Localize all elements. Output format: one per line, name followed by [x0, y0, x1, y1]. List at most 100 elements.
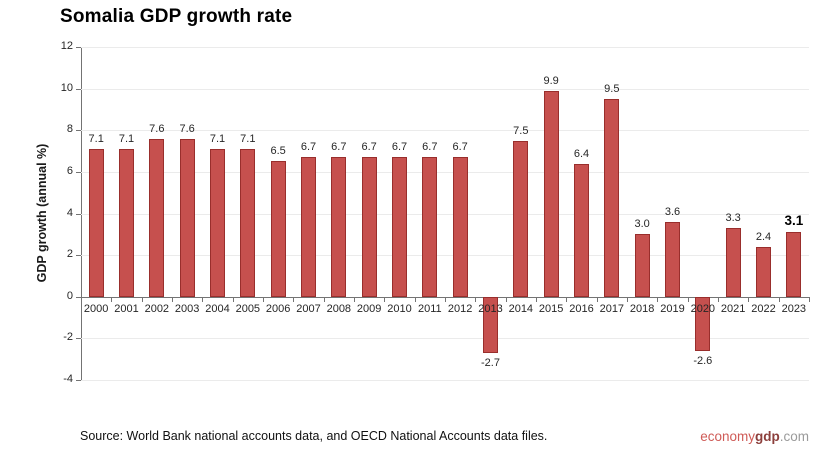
- y-tick-label-2: 2: [66, 248, 73, 261]
- bar-2015: [543, 90, 559, 297]
- x-tick-label-2014: 2014: [508, 302, 534, 315]
- x-tick-label-2019: 2019: [660, 302, 685, 315]
- bar-2000: [88, 148, 104, 297]
- watermark-economy-text: economy: [700, 429, 755, 444]
- bar-value-label-2015: 9.9: [543, 74, 559, 87]
- y-tick-label-10: 10: [60, 81, 73, 94]
- x-boundary-tick-0: [81, 296, 82, 302]
- bar-value-label-2023: 3.1: [784, 213, 804, 229]
- bar-value-label-2014: 7.5: [513, 124, 529, 137]
- bar-value-label-2016: 6.4: [573, 147, 590, 160]
- bar-value-label-2004: 7.1: [209, 132, 226, 145]
- x-boundary-tick-23: [778, 296, 780, 302]
- y-tick-mark-12: [76, 47, 81, 48]
- bar-value-label-2002: 7.6: [149, 122, 165, 135]
- y-tick-mark-8: [76, 130, 81, 132]
- x-tick-label-2013: 2013: [478, 302, 503, 315]
- x-boundary-tick-3: [172, 296, 173, 302]
- bar-2007: [301, 157, 316, 297]
- chart-title: Somalia GDP growth rate: [60, 6, 293, 27]
- bar-2018: [634, 234, 650, 297]
- watermark-link[interactable]: economygdp.com: [700, 429, 809, 444]
- gridline-6: [81, 171, 809, 173]
- x-tick-label-2020: 2020: [690, 302, 716, 315]
- bar-2016: [574, 163, 589, 297]
- bar-2004: [210, 148, 225, 297]
- bar-2021: [725, 228, 741, 297]
- x-tick-label-2004: 2004: [205, 302, 230, 315]
- y-tick-label-4: 4: [66, 206, 73, 219]
- bar-2001: [119, 148, 134, 297]
- x-boundary-tick-6: [263, 296, 264, 302]
- x-tick-label-2009: 2009: [356, 302, 382, 315]
- bar-value-label-2013: -2.7: [481, 356, 500, 369]
- gridline-2: [81, 255, 809, 257]
- bar-value-label-2010: 6.7: [391, 141, 408, 154]
- x-tick-label-2011: 2011: [418, 302, 442, 315]
- y-tick-mark-2: [76, 255, 81, 257]
- x-boundary-tick-11: [414, 296, 416, 302]
- bar-value-label-2008: 6.7: [331, 141, 347, 154]
- x-tick-label-2006: 2006: [265, 302, 291, 315]
- bar-value-label-2007: 6.7: [300, 141, 317, 154]
- x-boundary-tick-5: [232, 296, 234, 302]
- x-boundary-tick-9: [354, 296, 355, 302]
- x-tick-label-2001: 2001: [114, 302, 139, 315]
- bar-value-label-2017: 9.5: [604, 83, 620, 96]
- y-tick-label--2: -2: [63, 331, 73, 344]
- gridline-12: [81, 47, 809, 48]
- bar-2010: [392, 157, 407, 297]
- bar-value-label-2001: 7.1: [118, 132, 135, 145]
- bar-value-label-2018: 3.0: [634, 218, 650, 231]
- x-boundary-tick-8: [323, 296, 325, 302]
- x-tick-label-2010: 2010: [387, 302, 412, 315]
- bar-2017: [604, 99, 620, 297]
- x-boundary-tick-24: [809, 296, 810, 302]
- bar-value-label-2009: 6.7: [361, 141, 377, 154]
- x-boundary-tick-13: [475, 296, 477, 302]
- bar-2020: [695, 296, 711, 351]
- x-tick-label-2016: 2016: [569, 302, 594, 315]
- gridline-8: [81, 130, 809, 132]
- x-boundary-tick-4: [202, 296, 204, 302]
- x-boundary-tick-1: [111, 296, 113, 302]
- x-tick-label-2021: 2021: [720, 302, 746, 315]
- bar-value-label-2005: 7.1: [240, 132, 256, 145]
- bar-2014: [513, 140, 529, 297]
- watermark-com-text: .com: [779, 429, 809, 444]
- bar-value-label-2012: 6.7: [452, 141, 468, 154]
- y-tick-label-6: 6: [66, 164, 73, 177]
- y-tick-mark-0: [76, 296, 81, 298]
- bar-value-label-2011: 6.7: [422, 141, 438, 154]
- x-tick-label-2023: 2023: [781, 302, 807, 315]
- x-tick-label-2022: 2022: [751, 302, 776, 315]
- y-tick-mark--2: [76, 338, 81, 340]
- bar-2006: [270, 161, 286, 297]
- bar-value-label-2022: 2.4: [755, 230, 772, 243]
- y-tick-label-0: 0: [66, 289, 73, 302]
- y-tick-mark-6: [76, 171, 81, 173]
- x-boundary-tick-16: [566, 296, 568, 302]
- x-boundary-tick-18: [627, 296, 628, 302]
- gridline-10: [81, 88, 809, 90]
- x-tick-label-2017: 2017: [599, 302, 625, 315]
- x-tick-label-2015: 2015: [538, 302, 564, 315]
- x-boundary-tick-15: [536, 296, 537, 302]
- bar-value-label-2021: 3.3: [725, 212, 741, 225]
- bar-2003: [179, 138, 195, 297]
- x-boundary-tick-20: [687, 296, 689, 302]
- bar-2008: [331, 157, 347, 297]
- x-boundary-tick-10: [384, 296, 386, 302]
- source-note: Source: World Bank national accounts dat…: [80, 429, 548, 443]
- bar-value-label-2006: 6.5: [270, 145, 286, 158]
- x-boundary-tick-21: [718, 296, 719, 302]
- bar-2012: [452, 157, 468, 297]
- bar-value-label-2019: 3.6: [664, 205, 681, 218]
- y-tick-label-12: 12: [60, 40, 73, 52]
- bar-2011: [422, 157, 438, 297]
- gridline-4: [81, 213, 809, 215]
- x-tick-label-2003: 2003: [174, 302, 200, 315]
- gridline--2: [81, 338, 809, 340]
- bar-2023: [786, 232, 802, 297]
